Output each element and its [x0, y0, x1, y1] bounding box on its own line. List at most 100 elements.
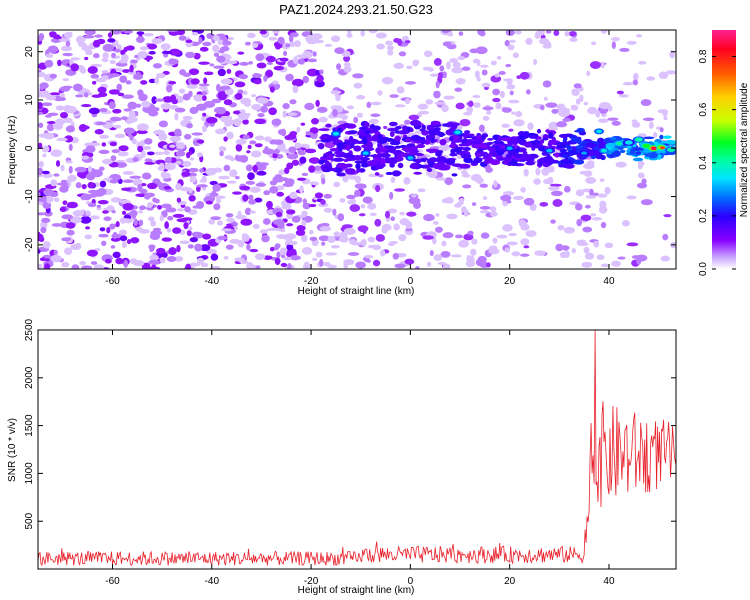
spectrogram-cell [385, 137, 395, 142]
spectrogram-cell [438, 143, 451, 152]
spectrogram-cell [108, 73, 121, 78]
spectrogram-cell [119, 235, 128, 242]
spectrogram-cell [360, 204, 366, 209]
spectrogram-cell [571, 88, 580, 93]
spectrogram-cell [132, 73, 144, 80]
spectrogram-cell [481, 134, 487, 141]
spectrogram-cell [191, 31, 199, 36]
spectrogram-cell [238, 74, 249, 80]
spectrogram-cell [575, 189, 585, 197]
spectrogram-cell [353, 82, 363, 89]
spectrogram-cell [257, 112, 265, 118]
colorbar-tick-label: 0.4 [698, 155, 709, 169]
spectrogram-cell [241, 112, 251, 117]
spectrogram-cell [548, 186, 560, 191]
spectrogram-cell [61, 237, 71, 242]
spectrogram-cell [343, 261, 349, 269]
spectrogram-cell [648, 121, 654, 129]
spectrogram-cell [399, 218, 410, 226]
spectrogram-cell [62, 85, 73, 89]
spectrogram-cell [479, 205, 491, 210]
spectrogram-cell [195, 186, 201, 192]
spectrogram-cell [564, 144, 571, 149]
spectrogram-cell [148, 244, 156, 250]
spectrogram-cell [198, 83, 210, 87]
spectrogram-cell [333, 181, 341, 188]
spectrogram-cell [255, 182, 267, 187]
spectrogram-cell [51, 223, 62, 227]
spectrogram-cell [348, 130, 357, 135]
spectrogram-cell [196, 257, 205, 265]
spectrogram-cell [98, 149, 110, 155]
spectrogram-cell [597, 118, 609, 123]
spectrogram-cell [161, 203, 172, 209]
snr-x-tick-label: 20 [504, 576, 516, 587]
spectrogram-cell [75, 182, 82, 189]
spectrogram-cell [367, 236, 376, 243]
spectrogram-cell [269, 246, 275, 252]
spectrogram-cell [279, 247, 287, 256]
spectrogram-cell [634, 137, 643, 142]
spectrogram-cell [488, 248, 500, 255]
spectrogram-cell [63, 32, 73, 39]
spectrogram-cell [487, 137, 494, 141]
spectrogram-cell [375, 32, 387, 39]
spectrogram-cell [151, 38, 163, 44]
spectrogram-cell [65, 40, 71, 47]
spectrogram-cell [573, 129, 586, 133]
spectrogram-cell [304, 102, 315, 111]
spectrogram-cell [632, 148, 644, 151]
spectrogram-cell [472, 94, 481, 99]
spectrogram-cell [149, 232, 161, 240]
spectrogram-cell [127, 101, 138, 110]
spectrogram-cell [398, 51, 407, 57]
spectrogram-cell [526, 89, 531, 95]
spectrogram-cell [292, 56, 299, 64]
spectrogram-cell [430, 137, 435, 144]
spectrogram-cell [168, 247, 177, 255]
spectrogram-cell [336, 142, 344, 149]
spectrogram-cell [212, 35, 220, 41]
spectrogram-x-axis-label: Height of straight line (km) [298, 286, 415, 297]
spectrogram-cell [186, 230, 192, 237]
spectrogram-cell [40, 221, 48, 229]
spectrogram-cell [148, 259, 160, 265]
spectrogram-cell [600, 30, 608, 34]
spectrogram-cell [427, 170, 438, 179]
spectrogram-cell [280, 128, 287, 137]
spectrogram-cell [70, 57, 81, 61]
spectrogram-cell [119, 75, 128, 83]
spectrogram-cell [406, 65, 413, 70]
spectrogram-cell [205, 248, 218, 255]
spectrogram-cell [377, 90, 383, 96]
spectrogram-cell [189, 157, 195, 161]
snr-x-axis-label: Height of straight line (km) [298, 585, 415, 596]
spectrogram-cell [636, 257, 642, 265]
spectrogram-cell [662, 109, 668, 117]
spectrogram-cell [496, 234, 508, 239]
spectrogram-cell [611, 260, 621, 267]
spectrogram-cell [209, 265, 221, 269]
spectrogram-cell [215, 83, 221, 92]
spectrogram-cell [387, 49, 394, 56]
spectrogram-cell [533, 58, 538, 66]
spectrogram-cell [421, 131, 429, 135]
spectrogram-cell [174, 107, 186, 113]
spectrogram-cell [269, 186, 279, 194]
spectrogram-cell [96, 204, 102, 208]
spectrogram-cell [46, 123, 55, 132]
spectrogram-cell [580, 214, 592, 222]
spectrogram-cell [102, 207, 112, 211]
spectrogram-panel: -60 -40 -20 0 20 40 -20 -10 0 10 20 Height of str… [7, 29, 677, 297]
spectrogram-cell [88, 107, 100, 115]
snr-x-ticks: -60 -40 -20 0 20 40 [105, 330, 615, 587]
spectrogram-cell [65, 125, 75, 133]
spectrogram-cell [160, 103, 172, 110]
spectrogram-y-axis-label: Frequency (Hz) [7, 116, 18, 185]
spectrogram-cell [426, 167, 433, 172]
spectrogram-cell [248, 194, 254, 201]
spectrogram-cell [446, 213, 458, 220]
spectrogram-cell [538, 160, 543, 167]
spectrogram-cell [519, 71, 530, 80]
spectrogram-cell [505, 158, 512, 163]
